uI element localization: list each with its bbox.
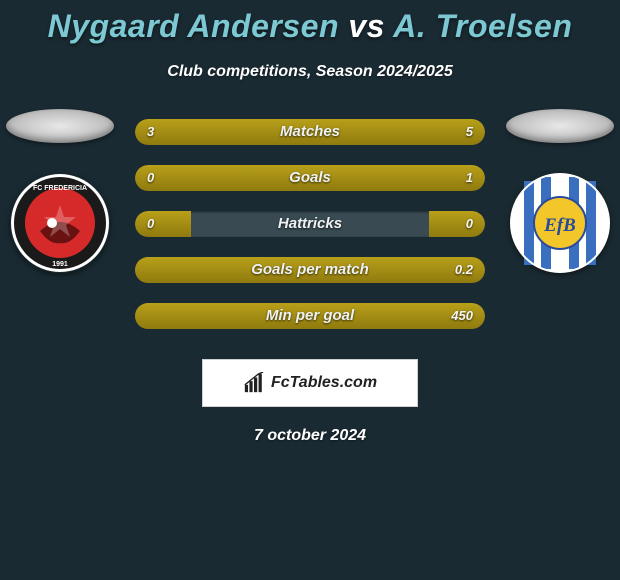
stat-value-left: 3 [147,119,154,145]
left-club-logo: FC FREDERICIA 1991 [10,173,110,273]
stat-label: Goals [135,165,485,191]
svg-text:EfB: EfB [543,215,576,236]
subtitle: Club competitions, Season 2024/2025 [0,63,620,81]
stat-value-left: 0 [147,165,154,191]
right-club-logo: EfB [510,173,610,273]
stat-value-right: 0 [466,211,473,237]
left-player-avatar [6,109,114,143]
page-title: Nygaard Andersen vs A. Troelsen [0,0,620,45]
player-left-name: Nygaard Andersen [48,8,339,44]
watermark-text: FcTables.com [271,374,377,392]
svg-text:1991: 1991 [52,261,68,268]
chart-icon [243,372,265,394]
player-right-name: A. Troelsen [393,8,572,44]
stat-label: Goals per match [135,257,485,283]
date-text: 7 october 2024 [0,427,620,445]
watermark: FcTables.com [202,359,418,407]
stat-label: Hattricks [135,211,485,237]
svg-text:FC FREDERICIA: FC FREDERICIA [33,185,87,192]
vs-text: vs [348,8,393,44]
stat-value-right: 1 [466,165,473,191]
right-player-column: EfB [500,109,620,273]
stat-value-right: 450 [451,303,473,329]
esbjerg-badge-svg: EfB [510,173,610,273]
stat-value-left: 0 [147,211,154,237]
stat-value-right: 5 [466,119,473,145]
stat-value-right: 0.2 [455,257,473,283]
stat-label: Min per goal [135,303,485,329]
stat-row: Min per goal450 [135,303,485,329]
stat-row: Goals per match0.2 [135,257,485,283]
fredericia-badge-svg: FC FREDERICIA 1991 [10,173,110,273]
stat-row: Goals0 1 [135,165,485,191]
stat-row: Hattricks0 0 [135,211,485,237]
stat-label: Matches [135,119,485,145]
stat-row: Matches3 5 [135,119,485,145]
right-player-avatar [506,109,614,143]
stat-bars: Matches35Goals01Hattricks00Goals per mat… [135,119,485,329]
comparison-content: FC FREDERICIA 1991 EfB Matches35Goals01H… [0,119,620,329]
left-player-column: FC FREDERICIA 1991 [0,109,120,273]
